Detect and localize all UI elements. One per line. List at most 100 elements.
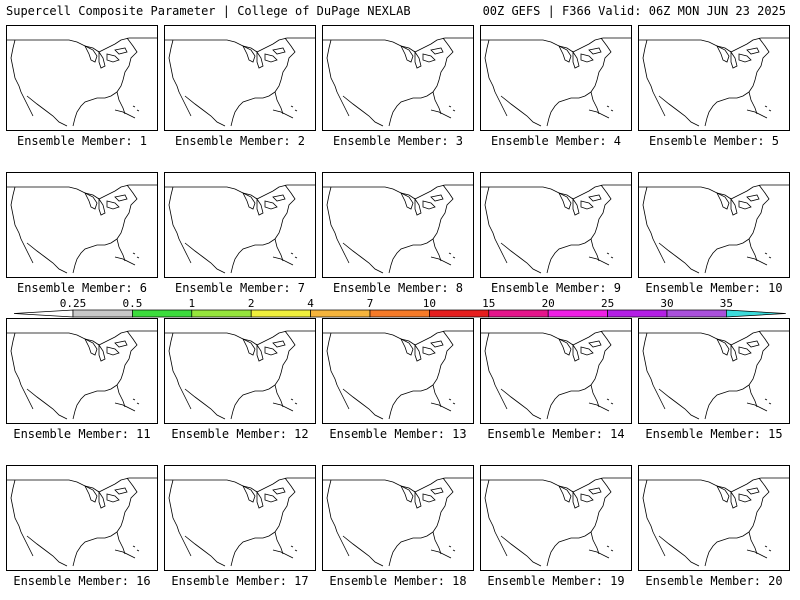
ensemble-member-map: [6, 172, 158, 278]
ensemble-member-map: [322, 25, 474, 131]
canada-border: [639, 477, 789, 493]
canada-border: [7, 477, 157, 493]
us-basemap: [323, 330, 473, 420]
ensemble-member-map: [638, 465, 790, 571]
canada-border: [165, 184, 315, 200]
us-basemap: [323, 477, 473, 567]
canada-border: [323, 37, 473, 53]
us-basemap: [7, 330, 157, 420]
canada-border: [481, 477, 631, 493]
ensemble-member-map: [638, 172, 790, 278]
colorbar-swatch: [547, 309, 608, 318]
canada-border: [481, 184, 631, 200]
ensemble-member-label: Ensemble Member: 16: [13, 574, 151, 588]
ensemble-member-map: [6, 25, 158, 131]
colorbar-tick-label: 10: [422, 297, 437, 310]
run-info: 00Z GEFS | F366 Valid: 06Z MON JUN 23 20…: [482, 4, 786, 18]
colorbar-tick-label: 2: [247, 297, 255, 310]
canada-border: [165, 477, 315, 493]
canada-border: [639, 184, 789, 200]
ensemble-member-label: Ensemble Member: 3: [332, 134, 464, 148]
canada-border: [639, 330, 789, 346]
colorbar-swatch: [488, 309, 549, 318]
colorbar-min-arrow: [13, 309, 74, 318]
canada-border: [639, 37, 789, 53]
colorbar-swatch: [429, 309, 490, 318]
ensemble-member-label: Ensemble Member: 12: [171, 427, 309, 441]
ensemble-member-map: [480, 465, 632, 571]
us-basemap: [323, 37, 473, 127]
colorbar-tick-label: 7: [366, 297, 374, 310]
ensemble-member-label: Ensemble Member: 10: [645, 281, 783, 295]
canada-border: [7, 37, 157, 53]
us-basemap: [481, 330, 631, 420]
canada-border: [323, 184, 473, 200]
ensemble-member-label: Ensemble Member: 6: [16, 281, 148, 295]
us-basemap: [165, 330, 315, 420]
canada-border: [7, 184, 157, 200]
ensemble-member-label: Ensemble Member: 17: [171, 574, 309, 588]
ensemble-member-map: [6, 465, 158, 571]
ensemble-member-label: Ensemble Member: 18: [329, 574, 467, 588]
ensemble-member-map: [164, 25, 316, 131]
ensemble-member-label: Ensemble Member: 15: [645, 427, 783, 441]
colorbar-tick-label: 25: [600, 297, 615, 310]
us-basemap: [165, 477, 315, 567]
colorbar-tick-label: 35: [719, 297, 734, 310]
ensemble-member-map: [6, 318, 158, 424]
us-basemap: [639, 184, 789, 274]
colorbar-swatch: [132, 309, 193, 318]
us-basemap: [639, 37, 789, 127]
canada-border: [481, 37, 631, 53]
colorbar-swatch: [250, 309, 311, 318]
ensemble-member-map: [480, 318, 632, 424]
ensemble-member-label: Ensemble Member: 8: [332, 281, 464, 295]
canada-border: [165, 37, 315, 53]
ensemble-member-map: [164, 465, 316, 571]
colorbar-tick-label: 20: [541, 297, 555, 310]
ensemble-member-label: Ensemble Member: 19: [487, 574, 625, 588]
colorbar-swatch: [666, 309, 727, 318]
colorbar-tick-label: 0.5: [122, 297, 143, 310]
us-basemap: [323, 184, 473, 274]
ensemble-member-label: Ensemble Member: 5: [648, 134, 780, 148]
ensemble-member-label: Ensemble Member: 1: [16, 134, 148, 148]
ensemble-member-label: Ensemble Member: 13: [329, 427, 467, 441]
us-basemap: [7, 184, 157, 274]
colorbar: [13, 309, 786, 318]
ensemble-member-map: [638, 25, 790, 131]
colorbar-tick-label: 30: [660, 297, 674, 310]
ensemble-member-label: Ensemble Member: 9: [490, 281, 622, 295]
ensemble-member-label: Ensemble Member: 11: [13, 427, 151, 441]
canada-border: [165, 330, 315, 346]
ensemble-member-map: [638, 318, 790, 424]
us-basemap: [639, 330, 789, 420]
ensemble-member-map: [322, 465, 474, 571]
us-basemap: [481, 477, 631, 567]
canada-border: [7, 330, 157, 346]
ensemble-member-map: [480, 172, 632, 278]
us-basemap: [165, 184, 315, 274]
ensemble-member-map: [480, 25, 632, 131]
us-basemap: [481, 184, 631, 274]
colorbar-max-arrow: [726, 309, 786, 318]
colorbar-tick-label: 15: [482, 297, 496, 310]
us-basemap: [165, 37, 315, 127]
ensemble-member-map: [164, 172, 316, 278]
map-title: Supercell Composite Parameter | College …: [6, 4, 411, 18]
colorbar-swatch: [607, 309, 668, 318]
colorbar-swatch: [191, 309, 252, 318]
ensemble-member-label: Ensemble Member: 2: [174, 134, 306, 148]
canada-border: [481, 330, 631, 346]
ensemble-member-label: Ensemble Member: 14: [487, 427, 625, 441]
ensemble-member-map: [322, 172, 474, 278]
us-basemap: [639, 477, 789, 567]
us-basemap: [7, 477, 157, 567]
us-basemap: [481, 37, 631, 127]
colorbar-tick-label: 0.25: [59, 297, 87, 310]
ensemble-member-map: [322, 318, 474, 424]
us-basemap: [7, 37, 157, 127]
canada-border: [323, 477, 473, 493]
ensemble-member-map: [164, 318, 316, 424]
colorbar-tick-label: 4: [307, 297, 314, 310]
